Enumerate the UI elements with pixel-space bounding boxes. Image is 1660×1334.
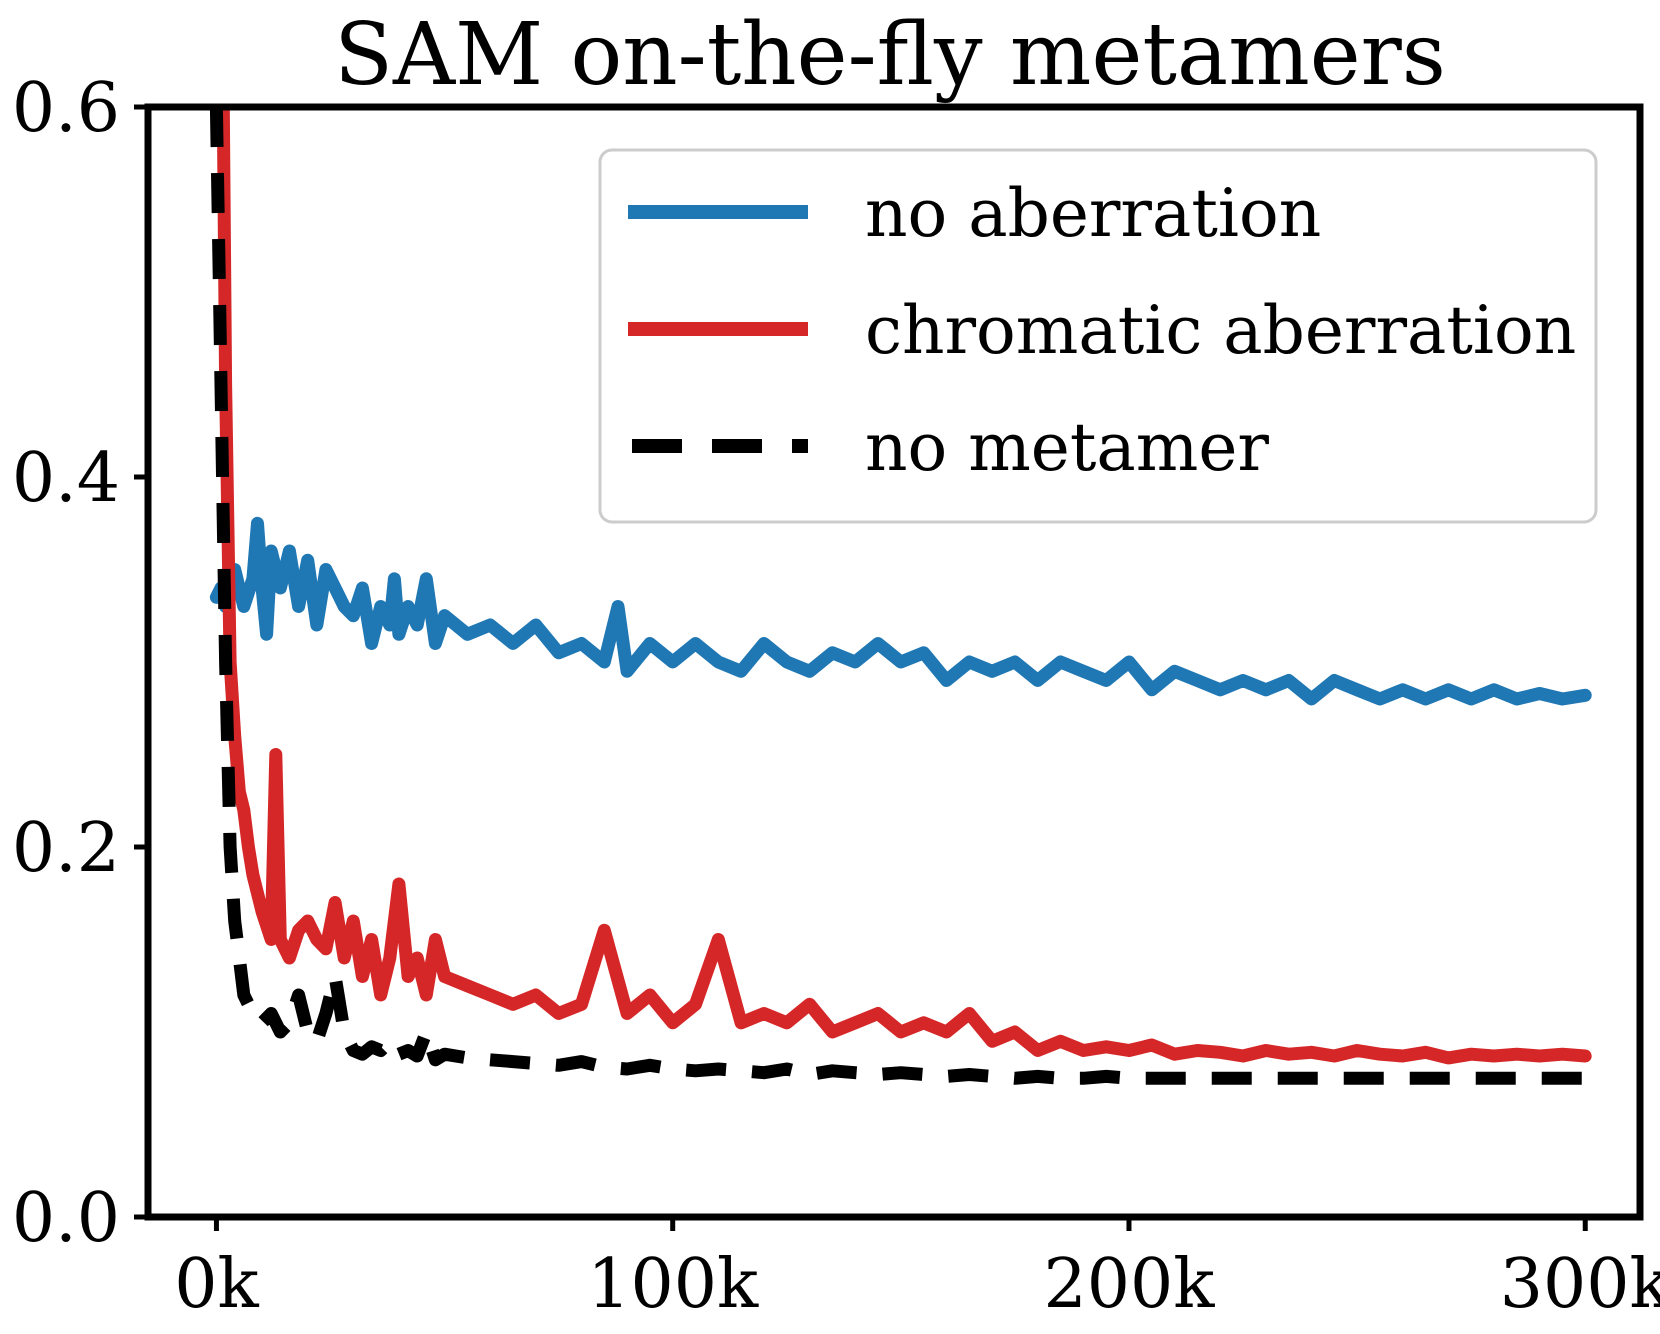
y-tick-label: 0.6 <box>12 69 120 148</box>
legend-label-no-aberration: no aberration <box>865 175 1321 252</box>
y-tick-label: 0.2 <box>12 809 120 888</box>
series-layer <box>209 107 1592 1085</box>
x-tick-label: 100k <box>587 1245 759 1324</box>
legend-label-no-metamer: no metamer <box>865 409 1269 486</box>
legend-label-chromatic-aberration: chromatic aberration <box>865 292 1576 369</box>
chart-title: SAM on-the-fly metamers <box>334 5 1446 105</box>
legend-box <box>598 148 1598 524</box>
y-tick-label: 0.0 <box>12 1179 120 1258</box>
y-axis: 0.0 0.2 0.4 0.6 <box>12 69 148 1258</box>
plot-frame <box>144 103 1644 1221</box>
x-tick-label: 300k <box>1500 1245 1660 1324</box>
x-tick-label: 0k <box>174 1245 259 1324</box>
y-tick-label: 0.4 <box>12 439 120 518</box>
series-line-no-aberration <box>209 516 1592 706</box>
x-axis: 0k 100k 200k 300k <box>174 1217 1660 1324</box>
legend: no aberration chromatic aberration no me… <box>598 148 1598 524</box>
series-line-chromatic-aberration <box>216 107 1592 1065</box>
x-tick-label: 200k <box>1043 1245 1215 1324</box>
series-line-no-metamer <box>209 107 1586 1085</box>
